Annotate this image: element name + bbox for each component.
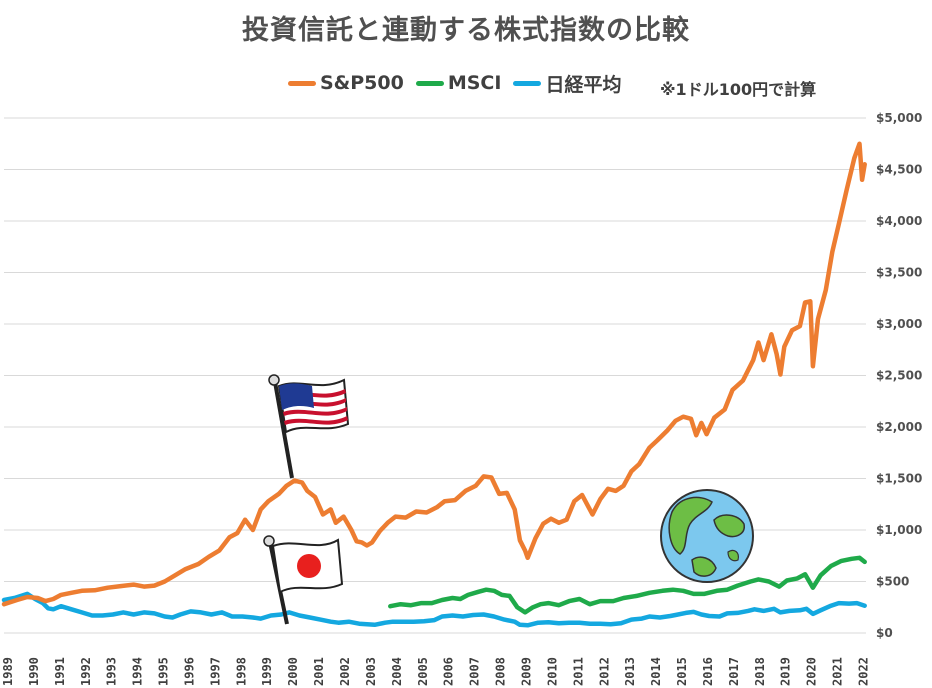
- x-tick-label: 2009: [519, 657, 533, 686]
- legend-item-sp500: S&P500: [288, 72, 404, 94]
- x-tick-label: 2017: [727, 657, 741, 686]
- x-tick-label: 2004: [390, 657, 404, 686]
- x-tick-label: 2003: [364, 657, 378, 686]
- chart-title: 投資信託と連動する株式指数の比較: [242, 15, 690, 46]
- legend-swatch-msci: [415, 80, 444, 86]
- x-tick-label: 2022: [857, 657, 871, 686]
- x-tick-label: 1995: [157, 657, 171, 686]
- series-line-msci: [388, 555, 867, 615]
- japan-flag-icon: [263, 535, 344, 625]
- x-tick-label: 1999: [260, 657, 274, 686]
- x-tick-label: 2019: [779, 657, 793, 686]
- x-tick-label: 1992: [79, 657, 93, 686]
- legend-item-msci: MSCI: [415, 72, 502, 94]
- x-tick-label: 1989: [1, 657, 15, 686]
- y-tick-label: $1,500: [876, 472, 922, 486]
- x-tick-label: 2020: [805, 657, 819, 686]
- currency-note: ※1ドル100円で計算: [660, 80, 817, 99]
- y-tick-label: $3,000: [876, 317, 922, 331]
- legend-swatch-sp500: [288, 80, 316, 86]
- legend-swatch-nikkei: [513, 80, 542, 86]
- series-lines: [1, 141, 867, 628]
- y-tick-label: $500: [876, 575, 909, 589]
- y-tick-label: $1,000: [876, 523, 922, 537]
- x-tick-label: 2021: [831, 657, 845, 686]
- y-tick-label: $2,500: [876, 369, 922, 383]
- y-axis-ticks: $0 $500 $1,000 $1,500 $2,000 $2,500 $3,000 $3,5…: [876, 111, 922, 640]
- y-tick-label: $4,000: [876, 214, 922, 228]
- x-tick-label: 1993: [105, 657, 119, 686]
- x-tick-label: 2010: [545, 657, 559, 686]
- legend-label-nikkei: 日経平均: [545, 73, 622, 96]
- x-tick-label: 1997: [208, 657, 222, 686]
- x-tick-label: 2007: [468, 657, 482, 686]
- y-tick-label: $3,500: [876, 266, 922, 280]
- x-tick-label: 1990: [27, 657, 41, 686]
- x-tick-label: 2011: [571, 657, 585, 686]
- legend-label-sp500: S&P500: [320, 72, 404, 94]
- series-line-nikkei: [1, 591, 867, 628]
- x-tick-label: 2005: [416, 657, 430, 686]
- x-tick-label: 1996: [182, 657, 196, 686]
- legend: S&P500 MSCI 日経平均: [288, 70, 633, 96]
- legend-item-nikkei: 日経平均: [513, 70, 621, 97]
- y-tick-label: $4,500: [876, 163, 922, 177]
- x-tick-label: 2016: [701, 657, 715, 686]
- x-tick-label: 2014: [649, 657, 663, 686]
- x-tick-label: 1991: [53, 657, 67, 686]
- x-tick-label: 2008: [494, 657, 508, 686]
- x-tick-label: 2012: [597, 657, 611, 686]
- us-flag-icon: [268, 374, 350, 479]
- y-tick-label: $0: [876, 626, 893, 640]
- x-tick-label: 2006: [442, 657, 456, 686]
- x-tick-label: 2001: [312, 657, 326, 686]
- x-tick-label: 2013: [623, 657, 637, 686]
- x-tick-label: 2018: [753, 657, 767, 686]
- x-tick-label: 2000: [286, 657, 300, 686]
- series-line-sp500: [1, 141, 867, 607]
- x-tick-label: 2002: [338, 657, 352, 686]
- x-tick-label: 2015: [675, 657, 689, 686]
- y-tick-label: $2,000: [876, 420, 922, 434]
- y-tick-label: $5,000: [876, 111, 922, 125]
- x-tick-label: 1994: [131, 657, 145, 686]
- legend-label-msci: MSCI: [447, 72, 502, 94]
- x-axis-ticks: 1989 1990 1991 1992 1993 1994 1995 1996 1997 1998…: [1, 657, 871, 686]
- x-tick-label: 1998: [234, 657, 248, 686]
- globe-icon: [660, 489, 754, 583]
